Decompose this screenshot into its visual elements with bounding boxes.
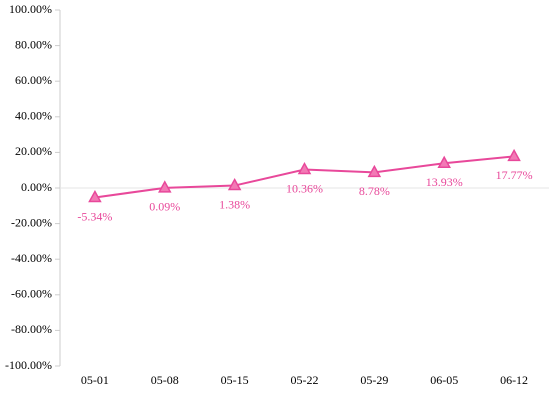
x-tick-label: 05-29 xyxy=(360,373,388,387)
value-label: 8.78% xyxy=(359,184,390,198)
marker xyxy=(88,189,102,203)
value-label: 13.93% xyxy=(426,175,463,189)
marker xyxy=(158,180,172,193)
value-label: 1.38% xyxy=(219,197,250,211)
y-tick-label: -20.00% xyxy=(11,215,52,229)
y-tick-label: -40.00% xyxy=(11,251,52,265)
value-label: 17.77% xyxy=(496,168,533,182)
y-tick-label: 20.00% xyxy=(15,144,52,158)
y-tick-label: 40.00% xyxy=(15,109,52,123)
x-tick-label: 05-08 xyxy=(151,373,179,387)
marker xyxy=(367,164,382,178)
y-tick-label: 100.00% xyxy=(9,2,52,16)
x-tick-label: 06-12 xyxy=(500,373,528,387)
marker xyxy=(297,162,312,175)
value-label: 10.36% xyxy=(286,181,323,195)
y-tick-label: -60.00% xyxy=(11,287,52,301)
marker xyxy=(227,177,242,191)
value-label: -5.34% xyxy=(77,209,112,223)
value-label: 0.09% xyxy=(149,200,180,214)
x-tick-label: 06-05 xyxy=(430,373,458,387)
marker xyxy=(507,148,521,162)
marker xyxy=(437,155,451,168)
y-tick-label: -100.00% xyxy=(5,358,52,372)
y-tick-label: 80.00% xyxy=(15,37,52,51)
y-tick-label: -80.00% xyxy=(11,322,52,336)
x-tick-label: 05-22 xyxy=(291,373,319,387)
y-tick-label: 60.00% xyxy=(15,73,52,87)
x-tick-label: 05-01 xyxy=(81,373,109,387)
x-tick-label: 05-15 xyxy=(221,373,249,387)
y-tick-label: 0.00% xyxy=(21,180,52,194)
